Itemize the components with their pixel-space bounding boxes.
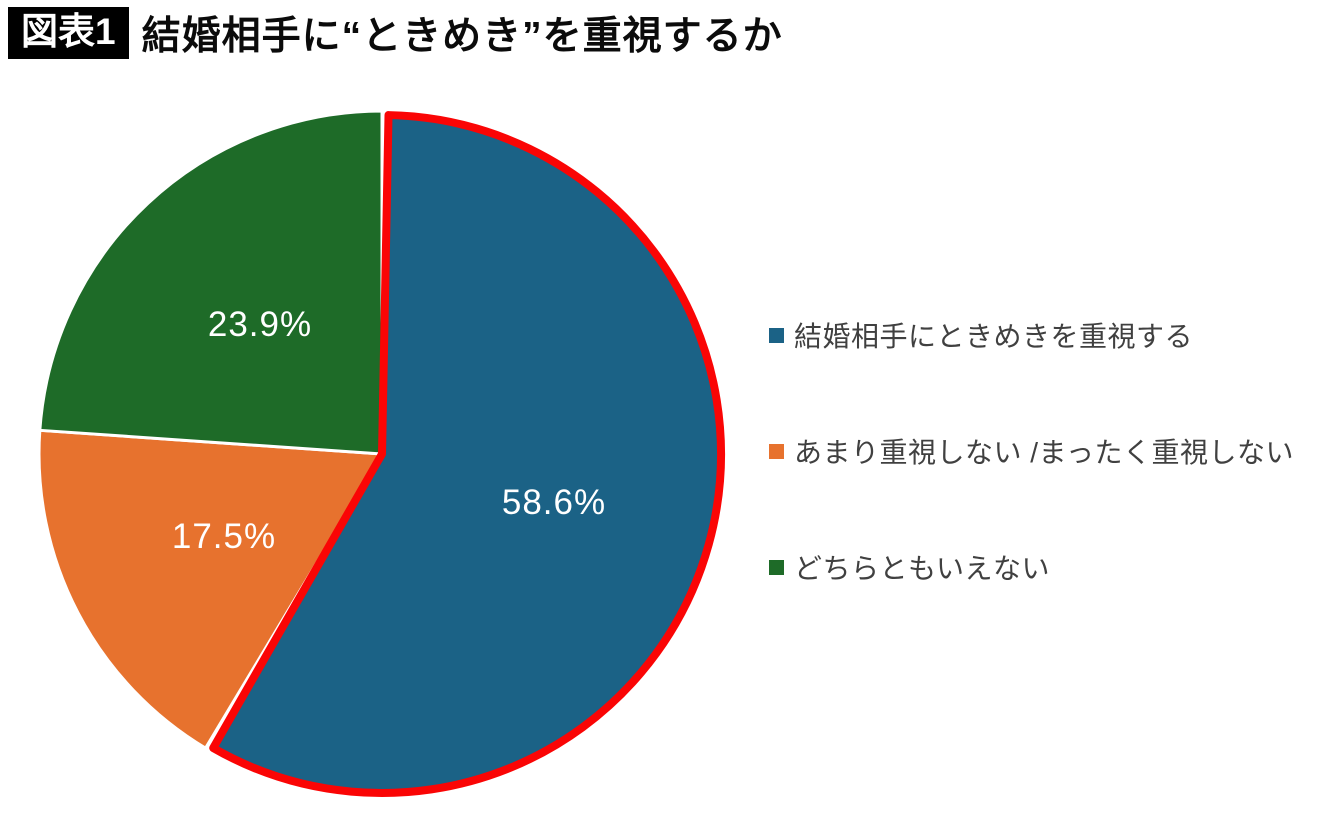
pie-slice-label-0: 58.6% (502, 483, 606, 522)
figure-header: 図表1 結婚相手に“ときめき”を重視するか (8, 5, 783, 61)
legend-marker-square (769, 443, 784, 459)
pie-slice-0-highlighted (209, 111, 725, 797)
legend-marker-square (769, 327, 784, 343)
legend-item: 結婚相手にときめきを重視する (769, 317, 1294, 353)
legend-label: 結婚相手にときめきを重視する (794, 321, 1194, 352)
legend: 結婚相手にときめきを重視する あまり重視しない /まったく重視しない どちらとも… (769, 317, 1294, 585)
pie-slice-label-2: 23.9% (208, 305, 312, 344)
pie-slice-1 (37, 428, 384, 750)
legend-marker-square (769, 559, 784, 575)
pie-slice-label-1: 17.5% (172, 517, 276, 556)
pie-slice-2 (38, 109, 384, 456)
figure-badge: 図表1 (8, 7, 129, 59)
legend-label: あまり重視しない /まったく重視しない (794, 437, 1294, 468)
legend-item: あまり重視しない /まったく重視しない (769, 433, 1294, 469)
legend-item: どちらともいえない (769, 549, 1294, 585)
figure-title: 結婚相手に“ときめき”を重視するか (141, 15, 783, 58)
legend-label: どちらともいえない (794, 553, 1050, 584)
